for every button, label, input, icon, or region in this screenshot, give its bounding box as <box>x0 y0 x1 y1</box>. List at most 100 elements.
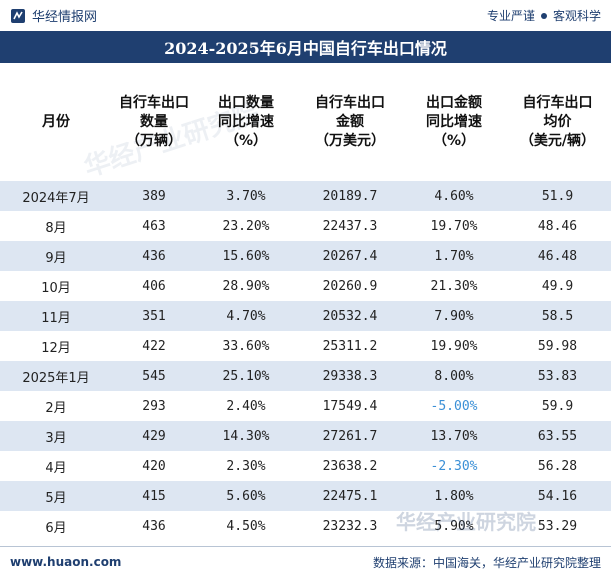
value-cell: 1.70% <box>404 241 504 271</box>
logo-icon <box>11 8 25 23</box>
value-cell: 2.30% <box>196 451 296 481</box>
value-cell: 28.90% <box>196 271 296 301</box>
table-row: 3月 429 14.30% 27261.7 13.70% 63.55 <box>0 421 611 451</box>
value-cell: 25311.2 <box>296 331 404 361</box>
table-row: 11月 351 4.70% 20532.4 7.90% 58.5 <box>0 301 611 331</box>
slogan: 专业严谨 客观科学 <box>487 7 601 24</box>
month-cell: 9月 <box>0 241 112 271</box>
value-cell: 4.70% <box>196 301 296 331</box>
page-title: 2024-2025年6月中国自行车出口情况 <box>0 31 611 63</box>
month-cell: 8月 <box>0 211 112 241</box>
month-cell: 11月 <box>0 301 112 331</box>
month-cell: 2024年7月 <box>0 181 112 211</box>
month-cell: 5月 <box>0 481 112 511</box>
column-header-line: （%） <box>224 132 268 149</box>
table-row: 9月 436 15.60% 20267.4 1.70% 46.48 <box>0 241 611 271</box>
value-cell: 15.60% <box>196 241 296 271</box>
value-cell: 20260.9 <box>296 271 404 301</box>
table-row: 2024年7月 389 3.70% 20189.7 4.60% 51.9 <box>0 181 611 211</box>
value-cell: 14.30% <box>196 421 296 451</box>
month-cell: 2月 <box>0 391 112 421</box>
value-cell: 22475.1 <box>296 481 404 511</box>
table-header: 月份 自行车出口 数量 （万辆） 出口数量 同比增速 （%） 自行车出口 金额 （万美元） 出口金额… <box>0 63 611 181</box>
top-bar: 华经情报网 专业严谨 客观科学 <box>0 0 611 31</box>
value-cell: 23232.3 <box>296 511 404 541</box>
month-cell: 12月 <box>0 331 112 361</box>
value-cell: 429 <box>112 421 196 451</box>
table-row: 10月 406 28.90% 20260.9 21.30% 49.9 <box>0 271 611 301</box>
value-cell: 1.80% <box>404 481 504 511</box>
column-header-line: （万美元） <box>315 132 385 149</box>
value-cell: 436 <box>112 241 196 271</box>
value-cell: 3.70% <box>196 181 296 211</box>
value-cell: 51.9 <box>504 181 611 211</box>
value-cell: 23.20% <box>196 211 296 241</box>
value-cell: 21.30% <box>404 271 504 301</box>
value-cell: 5.90% <box>404 511 504 541</box>
value-cell: 22437.3 <box>296 211 404 241</box>
month-cell: 4月 <box>0 451 112 481</box>
table-row: 2月 293 2.40% 17549.4 -5.00% 59.9 <box>0 391 611 421</box>
dot-icon <box>540 12 547 19</box>
table-row: 4月 420 2.30% 23638.2 -2.30% 56.28 <box>0 451 611 481</box>
table-row: 6月 436 4.50% 23232.3 5.90% 53.29 <box>0 511 611 541</box>
value-cell: 19.70% <box>404 211 504 241</box>
footer: www.huaon.com 数据来源：中国海关，华经产业研究院整理 <box>0 546 611 577</box>
column-header-line: 数量 <box>140 113 168 130</box>
value-cell: 4.60% <box>404 181 504 211</box>
value-cell: 463 <box>112 211 196 241</box>
column-header-line: 同比增速 <box>426 113 482 130</box>
column-header-line: （美元/辆） <box>519 132 596 149</box>
value-cell: 59.9 <box>504 391 611 421</box>
value-cell: 53.29 <box>504 511 611 541</box>
value-cell: 54.16 <box>504 481 611 511</box>
footer-site[interactable]: www.huaon.com <box>10 555 122 569</box>
value-cell: 406 <box>112 271 196 301</box>
column-header-line: 出口数量 <box>218 94 274 111</box>
value-cell: 13.70% <box>404 421 504 451</box>
value-cell: 422 <box>112 331 196 361</box>
value-cell: -2.30% <box>404 451 504 481</box>
column-header-line: 均价 <box>543 113 572 130</box>
month-cell: 10月 <box>0 271 112 301</box>
value-cell: 351 <box>112 301 196 331</box>
table-row: 5月 415 5.60% 22475.1 1.80% 54.16 <box>0 481 611 511</box>
value-cell: 415 <box>112 481 196 511</box>
column-header-line: 出口金额 <box>426 94 482 111</box>
value-cell: 23638.2 <box>296 451 404 481</box>
column-header: 月份 <box>0 63 112 181</box>
value-cell: 5.60% <box>196 481 296 511</box>
value-cell: 20189.7 <box>296 181 404 211</box>
value-cell: 33.60% <box>196 331 296 361</box>
value-cell: 20532.4 <box>296 301 404 331</box>
column-header-line: （%） <box>432 132 476 149</box>
value-cell: 58.5 <box>504 301 611 331</box>
value-cell: 7.90% <box>404 301 504 331</box>
value-cell: 20267.4 <box>296 241 404 271</box>
brand: 华经情报网 <box>10 6 97 25</box>
value-cell: 53.83 <box>504 361 611 391</box>
brand-name: 华经情报网 <box>32 10 98 25</box>
slogan-left: 专业严谨 <box>486 9 535 23</box>
column-header: 自行车出口数量 （万辆） <box>112 63 196 181</box>
value-cell: 46.48 <box>504 241 611 271</box>
column-header-line: 自行车出口 <box>315 94 385 111</box>
slogan-right: 客观科学 <box>552 9 601 23</box>
value-cell: 4.50% <box>196 511 296 541</box>
column-header-line: 金额 <box>336 113 364 130</box>
column-header-line: （万辆） <box>126 132 182 149</box>
column-header: 出口金额同比增速 （%） <box>404 63 504 181</box>
value-cell: 48.46 <box>504 211 611 241</box>
value-cell: 59.98 <box>504 331 611 361</box>
month-cell: 2025年1月 <box>0 361 112 391</box>
value-cell: 2.40% <box>196 391 296 421</box>
column-header-line: 自行车出口 <box>119 94 189 111</box>
data-table: 月份 自行车出口 数量 （万辆） 出口数量 同比增速 （%） 自行车出口 金额 （万美元） 出口金额… <box>0 63 611 541</box>
value-cell: 27261.7 <box>296 421 404 451</box>
value-cell: 545 <box>112 361 196 391</box>
table-row: 2025年1月 545 25.10% 29338.3 8.00% 53.83 <box>0 361 611 391</box>
value-cell: 17549.4 <box>296 391 404 421</box>
value-cell: 56.28 <box>504 451 611 481</box>
footer-source: 数据来源：中国海关，华经产业研究院整理 <box>372 555 601 570</box>
value-cell: 436 <box>112 511 196 541</box>
